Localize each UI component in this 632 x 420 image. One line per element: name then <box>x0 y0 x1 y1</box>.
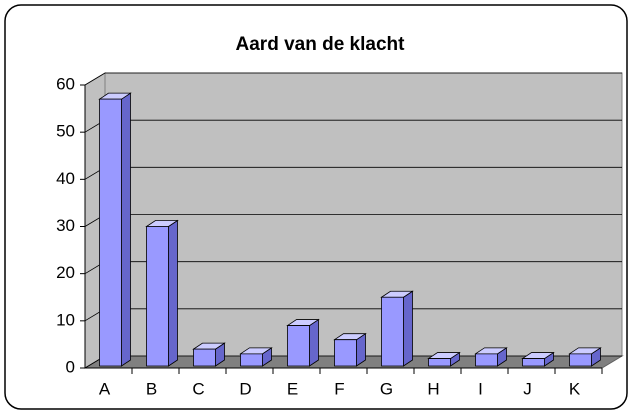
y-tick-label: 50 <box>56 122 75 141</box>
x-tick-label: E <box>287 379 298 398</box>
y-tick-label: 40 <box>56 169 75 188</box>
bar <box>474 347 508 367</box>
bar <box>145 219 179 367</box>
bar <box>239 347 273 367</box>
bar <box>98 92 132 367</box>
bar-side <box>121 92 131 367</box>
bar-front <box>146 226 169 367</box>
bar <box>286 318 320 367</box>
grid-line <box>84 72 622 86</box>
y-tick-label: 60 <box>56 74 75 93</box>
bar-front <box>569 353 592 367</box>
x-tick-label: D <box>239 379 251 398</box>
bar <box>333 332 367 367</box>
x-tick-label: K <box>569 379 581 398</box>
bar-side <box>168 219 178 367</box>
bar-front <box>381 296 404 367</box>
bar-front <box>99 98 122 367</box>
bar <box>521 351 555 367</box>
y-tick-label: 0 <box>66 357 75 376</box>
y-tick-label: 10 <box>56 310 75 329</box>
bar-front <box>334 339 357 367</box>
bar <box>568 347 602 367</box>
bar-side <box>309 318 319 367</box>
x-tick-label: G <box>380 379 393 398</box>
bar-front <box>522 358 545 367</box>
bar-front <box>287 325 310 367</box>
bar <box>192 342 226 367</box>
y-tick-label: 20 <box>56 263 75 282</box>
bar-side <box>403 290 413 367</box>
bar-front <box>240 353 263 367</box>
x-tick-label: J <box>523 379 532 398</box>
x-tick-label: I <box>478 379 483 398</box>
y-tick-label: 30 <box>56 216 75 235</box>
x-tick-label: A <box>99 379 111 398</box>
bar-front <box>193 348 216 367</box>
x-tick-label: C <box>192 379 204 398</box>
chart-title: Aard van de klacht <box>236 34 406 55</box>
bar-front <box>475 353 498 367</box>
bar-front <box>428 358 451 367</box>
bar <box>380 290 414 367</box>
x-tick-label: F <box>334 379 344 398</box>
x-tick-label: H <box>427 379 439 398</box>
x-tick-label: B <box>146 379 157 398</box>
bar <box>427 351 461 367</box>
